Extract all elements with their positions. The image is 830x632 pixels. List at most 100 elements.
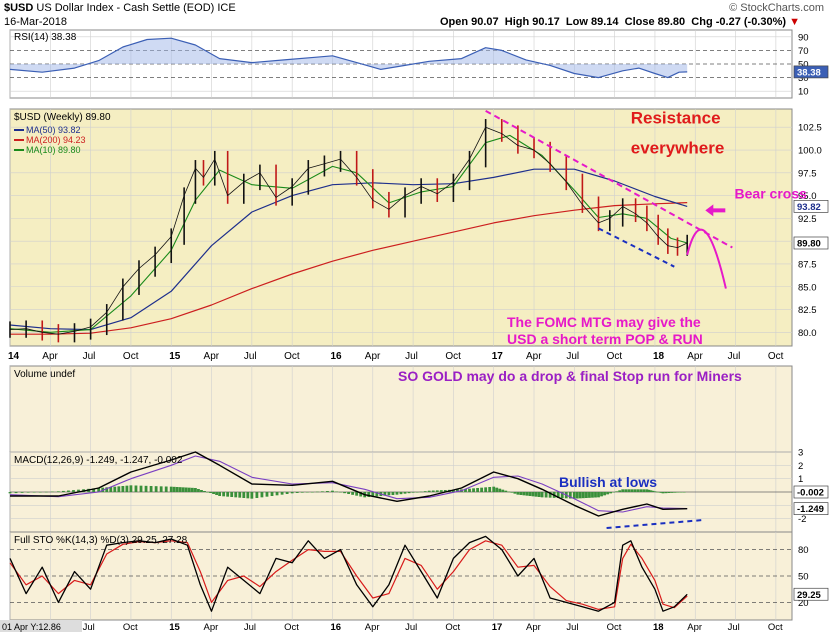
price-tick-label: 97.5 [798, 168, 817, 179]
x-tick-label: Jul [728, 351, 741, 362]
close-value: Close 89.80 [624, 16, 686, 28]
macd-hist-bar [250, 492, 254, 499]
macd-hist-bar [113, 486, 117, 492]
macd-hist-bar [387, 492, 391, 496]
macd-hist-bar [139, 485, 143, 492]
macd-hist-bar [300, 492, 304, 493]
macd-hist-bar [633, 489, 637, 492]
macd-hist-bar [661, 492, 665, 494]
macd-hist-bar [355, 492, 359, 496]
x-tick-label: 14 [8, 351, 20, 362]
x-tick-label-bottom: Jul [83, 622, 95, 632]
macd-hist-bar [129, 485, 133, 492]
macd-hist-bar [630, 489, 634, 492]
rsi-tick-label: 10 [798, 87, 809, 98]
price-line [9, 126, 688, 335]
macd-hist-bar [77, 489, 80, 492]
x-tick-label: Apr [42, 351, 58, 362]
macd-hist-bar [443, 490, 447, 492]
x-tick-label: 18 [653, 351, 665, 362]
macd-hist-bar [295, 492, 299, 493]
macd-hist-bar [315, 491, 319, 493]
price-panel [9, 108, 793, 347]
rsi-area [10, 38, 688, 78]
sto-value-tag: 29.25 [797, 590, 821, 601]
macd-hist-bar [32, 492, 36, 493]
x-tick-label: Oct [768, 351, 784, 362]
x-tick-label-bottom: Oct [607, 622, 622, 632]
macd-hist-bar [411, 492, 415, 493]
macd-hist-bar [97, 488, 101, 492]
ohlc-readout: Open 90.07 High 90.17 Low 89.14 Close 89… [440, 16, 800, 28]
macd-hist-bar [359, 492, 363, 497]
macd-hist-bar [8, 492, 12, 494]
macd-hist-bar [305, 492, 309, 493]
macd-hist-bar [149, 486, 153, 492]
macd-hist-bar [645, 489, 649, 492]
change-down-icon: ▼ [789, 16, 800, 28]
macd-hist-bar [234, 492, 238, 498]
macd-hist-bar [209, 492, 212, 493]
macd-hist-bar [310, 492, 314, 493]
macd-hist-bar [653, 491, 657, 492]
x-tick-label: Apr [526, 351, 542, 362]
macd-hist-bar [26, 492, 30, 493]
macd-hist-bar [585, 492, 588, 498]
macd-hist-bar [513, 492, 517, 494]
macd-hist-bar [169, 486, 173, 492]
macd-hist-bar [642, 489, 646, 492]
rsi-value-tag: 38.38 [797, 67, 821, 78]
macd-hist-bar [659, 492, 663, 493]
volume-panel [9, 365, 793, 453]
macd-hist-bar [439, 490, 443, 492]
macd-hist-bar [603, 492, 606, 496]
macd-hist-bar [534, 492, 538, 497]
macd-signal-line [9, 455, 688, 513]
macd-hist-bar [621, 489, 625, 492]
macd-hist-bar [600, 492, 603, 497]
macd-hist-bar [190, 487, 194, 492]
macd-hist-bar [651, 490, 655, 492]
macd-hist-bar [121, 486, 125, 492]
macd-hist-bar [682, 492, 686, 493]
macd-hist-bar [200, 490, 203, 492]
volume-label: Volume undef [14, 369, 75, 380]
ma50-line [9, 168, 688, 331]
macd-hist-bar [184, 487, 188, 492]
projection-curve [686, 228, 727, 289]
macd-tick-label: 2 [798, 461, 803, 472]
macd-hist-bar [20, 492, 24, 493]
macd-hist-bar [556, 492, 560, 498]
footer-label: 01 Apr Y:12.86 [2, 622, 61, 632]
macd-hist-bar [492, 486, 496, 492]
macd-hist-bar [468, 488, 471, 492]
price-tick-label: 102.5 [798, 123, 822, 134]
macd-hist-bar [435, 490, 439, 492]
macd-hist-bar [246, 492, 250, 499]
x-tick-label: Oct [607, 351, 623, 362]
macd-hist-bar [639, 489, 643, 492]
macd-hist-bar [612, 492, 616, 493]
macd-hist-bar [472, 488, 475, 492]
x-tick-label-bottom: Jul [566, 622, 578, 632]
macd-hist-bar [679, 492, 683, 493]
macd-hist-bar [531, 492, 535, 497]
x-tick-label: Jul [244, 351, 257, 362]
x-tick-label: 16 [330, 351, 342, 362]
x-tick-label-bottom: 17 [492, 622, 503, 632]
price-tick-label: 87.5 [798, 259, 817, 270]
macd-hist-bar [270, 492, 274, 496]
macd-hist-bar [591, 492, 594, 498]
macd-line [10, 451, 688, 517]
macd-hist-bar [105, 487, 109, 492]
macd-tick-label: 3 [798, 448, 803, 459]
macd-hist-bar [125, 485, 129, 492]
x-tick-label-bottom: Oct [768, 622, 783, 632]
legend-label: MA(50) 93.82 [26, 125, 81, 135]
macd-hist-bar [647, 489, 651, 492]
gold-annotation: SO GOLD may do a drop & final Stop run f… [398, 368, 742, 384]
x-tick-label: 15 [169, 351, 181, 362]
instrument-name: US Dollar Index - Cash Settle (EOD) [36, 2, 215, 14]
macd-hist-bar [187, 487, 191, 492]
high-value: High 90.17 [504, 16, 560, 28]
